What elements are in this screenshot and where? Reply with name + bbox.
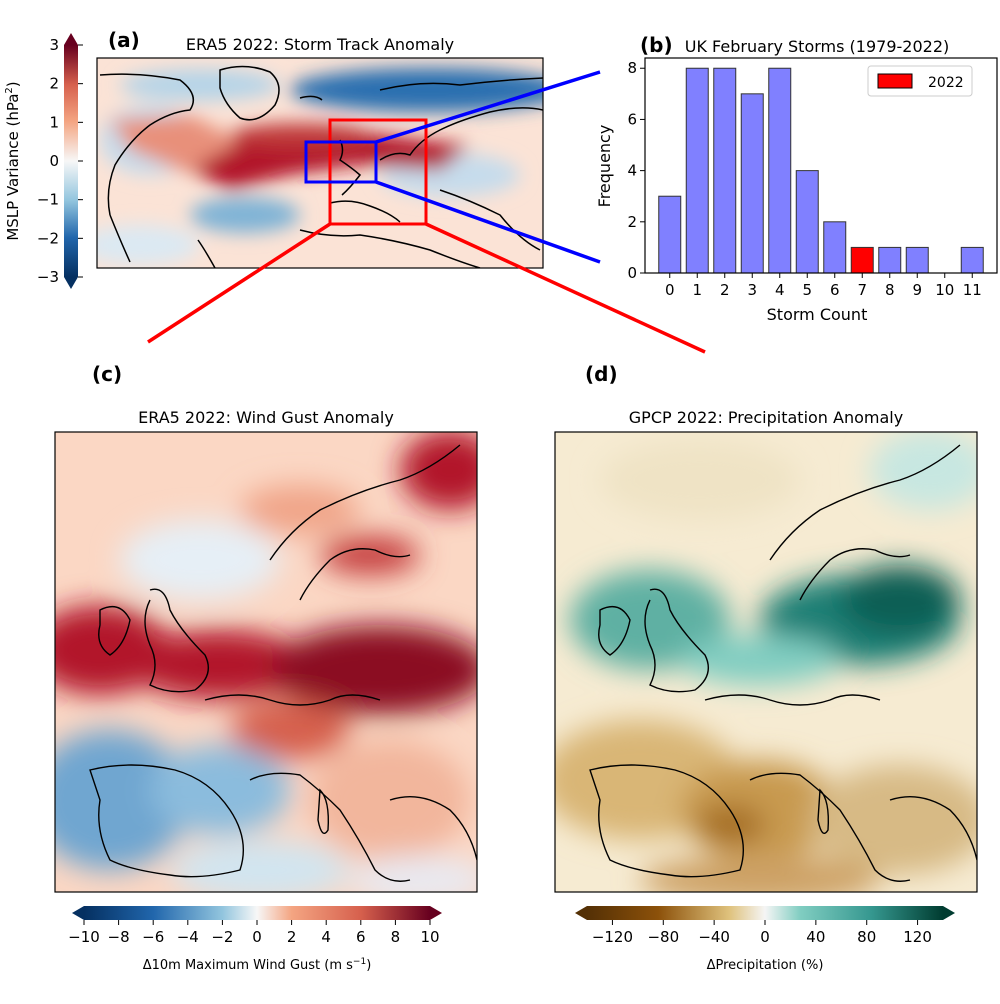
colorbar-a-tick-label: −2 [37, 229, 59, 247]
bar-0 [658, 195, 682, 274]
x-tick-label-8: 8 [885, 281, 895, 299]
colorbar-c-tick-label: 8 [391, 928, 401, 946]
colorbar-c: −10 −8 −6 −4 −2 0 2 4 6 8 10 Δ10m Maximum Wind Gus… [68, 906, 442, 973]
colorbar-c-tick-label: −6 [142, 928, 164, 946]
colorbar-d-tick-label: 40 [806, 928, 825, 946]
colorbar-a-tick-label: 0 [49, 152, 59, 170]
x-tick-label-7: 7 [857, 281, 867, 299]
colorbar-c-tick-label: 6 [356, 928, 366, 946]
colorbar-c-tick-label: 2 [287, 928, 297, 946]
colorbar-a: 3 2 1 0 −1 −2 −3 MSLP Variance (hPa2) [4, 33, 83, 289]
colorbar-a-tick-label: −3 [37, 268, 59, 286]
y-tick-label-0: 0 [627, 264, 637, 282]
colorbar-d-tick-label: −80 [647, 928, 679, 946]
bar-2 [713, 67, 737, 274]
bar-3 [740, 93, 764, 274]
colorbar-c-tick-label: 0 [252, 928, 262, 946]
colorbar-d-tick-label: −120 [592, 928, 633, 946]
colorbar-c-tick-label: 10 [420, 928, 439, 946]
panel-d-map [555, 432, 977, 892]
colorbar-a-tick-label: −1 [37, 191, 59, 209]
y-tick-label-6: 6 [627, 110, 637, 128]
connector-lines [147, 70, 706, 354]
colorbar-a-tick-label: 1 [49, 113, 59, 131]
colorbar-d-tick-label: 120 [903, 928, 932, 946]
panel-d-letter: (d) [585, 362, 618, 386]
colorbar-c-tick-label: −4 [177, 928, 199, 946]
panel-a: (a) ERA5 2022: Storm Track Anomaly [4, 28, 544, 289]
panel-c-map [55, 432, 477, 892]
legend-label: 2022 [928, 75, 964, 91]
x-tick-label-2: 2 [720, 281, 730, 299]
colorbar-a-tick-label: 3 [49, 36, 59, 54]
x-tick-label-6: 6 [830, 281, 840, 299]
region-box-red [328, 118, 428, 226]
colorbar-c-label: Δ10m Maximum Wind Gust (m s−1) [143, 957, 372, 973]
colorbar-d-label: ΔPrecipitation (%) [707, 958, 824, 973]
x-tick-label-4: 4 [775, 281, 785, 299]
bar-1 [685, 67, 709, 274]
bar-4 [768, 67, 792, 274]
panel-d: (d) GPCP 2022: Precipitation Anomaly [554, 362, 978, 973]
colorbar-c-tick-label: −10 [68, 928, 100, 946]
colorbar-c-tick-label: 4 [321, 928, 331, 946]
bar-5 [795, 170, 819, 274]
panel-c: (c) ERA5 2022: Wind Gust Anomaly [54, 362, 478, 973]
colorbar-a-label: MSLP Variance (hPa2) [4, 81, 22, 240]
colorbar-c-tick-label: −8 [108, 928, 130, 946]
colorbar-c-tick-label: −2 [211, 928, 233, 946]
colorbar-d-tick-label: 0 [760, 928, 770, 946]
region-box-blue [304, 140, 378, 184]
bar-6 [823, 221, 847, 274]
colorbar-d-tick-label: 80 [857, 928, 876, 946]
x-tick-label-10: 10 [935, 281, 954, 299]
chart-title: UK February Storms (1979-2022) [685, 37, 950, 56]
x-tick-label-9: 9 [912, 281, 922, 299]
colorbar-d: −120 −80 −40 0 40 80 120 ΔPrecipitation (%) [575, 906, 955, 973]
x-tick-label-5: 5 [802, 281, 812, 299]
panel-c-title: ERA5 2022: Wind Gust Anomaly [138, 408, 394, 427]
bar-9 [905, 246, 929, 274]
panel-a-map [97, 58, 543, 268]
x-tick-label-0: 0 [665, 281, 675, 299]
colorbar-d-tick-label: −40 [698, 928, 730, 946]
bar-11 [960, 246, 984, 274]
panel-d-title: GPCP 2022: Precipitation Anomaly [629, 408, 903, 427]
chart-xlabel: Storm Count [767, 305, 868, 324]
panel-a-letter: (a) [108, 28, 140, 52]
x-tick-label-1: 1 [692, 281, 702, 299]
panel-c-letter: (c) [92, 362, 122, 386]
y-tick-label-2: 2 [627, 213, 637, 231]
panel-a-title: ERA5 2022: Storm Track Anomaly [186, 35, 454, 54]
colorbar-a-tick-label: 2 [49, 75, 59, 93]
chart-letter: (b) [640, 33, 673, 57]
y-tick-label-8: 8 [627, 59, 637, 77]
y-tick-label-4: 4 [627, 162, 637, 180]
x-tick-label-3: 3 [747, 281, 757, 299]
x-tick-label-11: 11 [963, 281, 982, 299]
bar-7 [850, 246, 874, 274]
chart-ylabel: Frequency [595, 125, 614, 208]
bar-8 [878, 246, 902, 274]
chart-legend: 2022 [867, 65, 973, 97]
